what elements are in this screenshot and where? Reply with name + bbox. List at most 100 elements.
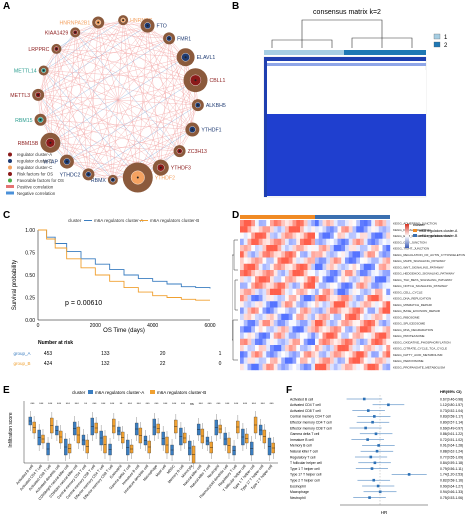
heatmap-cell [367, 245, 372, 252]
network-edge [56, 48, 89, 175]
heatmap-cell [258, 295, 263, 302]
heatmap-cell [363, 345, 368, 352]
network-edge [40, 119, 89, 175]
risk-value: 0 [219, 361, 222, 367]
forest-point [375, 449, 379, 453]
heatmap-cell [360, 257, 364, 264]
heatmap-cell [266, 232, 271, 239]
network-edge [43, 70, 161, 168]
network-edge [75, 32, 193, 130]
heatmap-cell [251, 257, 256, 264]
heatmap-cell [296, 263, 301, 271]
heatmap-cell [262, 282, 267, 289]
heatmap-cell [386, 238, 391, 246]
heatmap-cell [341, 295, 346, 302]
heatmap-cell [345, 288, 349, 296]
network-edge [56, 48, 68, 162]
heatmap-cell [277, 226, 282, 233]
heatmap-cell [247, 257, 252, 264]
heatmap-cell [345, 338, 349, 346]
forest-row-label: Type 1 T helper cell [290, 467, 320, 471]
heatmap-cell [371, 338, 376, 346]
heatmap-cell [345, 232, 349, 239]
heatmap-cell [243, 270, 248, 277]
box-significance: *** [39, 402, 44, 406]
network-node-dot [168, 37, 171, 40]
heatmap-row-label: KEGG_PEROXISOME [393, 359, 424, 363]
heatmap-cell [322, 257, 327, 264]
forest-row-label: Immature B cell [290, 438, 314, 442]
heatmap-cell [337, 332, 342, 339]
heatmap-cell [330, 338, 334, 346]
heatmap-cell [300, 282, 304, 289]
heatmap-cell [341, 332, 346, 339]
heatmap-cell [363, 313, 368, 321]
heatmap-cell [386, 226, 391, 233]
heatmap-cell [251, 307, 256, 314]
network-legend-swatch [8, 152, 12, 157]
heatmap-cell [386, 338, 391, 346]
heatmap-cell [270, 251, 274, 258]
heatmap-cell [371, 220, 376, 227]
heatmap-cell [307, 332, 312, 339]
forest-row-label: Activated CD4 T cell [290, 403, 321, 407]
heatmap-cell [367, 257, 372, 264]
heatmap-cell [285, 263, 289, 271]
heatmap-cell [330, 313, 334, 321]
heatmap-row-label: KEGG_HEDGEHOG_SIGNALING_PATHWAY [393, 272, 455, 276]
heatmap-cell [333, 320, 338, 327]
heatmap-cell [240, 351, 244, 358]
heatmap-cell [285, 232, 289, 239]
heatmap-cell [367, 326, 372, 333]
heatmap-cell [345, 301, 349, 308]
network-legend-swatch [6, 191, 14, 195]
forest-point [374, 432, 378, 436]
heatmap-cell [345, 332, 349, 339]
forest-point [371, 420, 374, 424]
heatmap-cell [341, 270, 346, 277]
heatmap-cell [285, 226, 289, 233]
heatmap-cell [356, 307, 361, 314]
km-legend-a: m6A regulators cluster-A [94, 218, 143, 223]
heatmap-cell [273, 226, 278, 233]
heatmap-cell [307, 257, 312, 264]
heatmap-cell [386, 282, 391, 289]
heatmap-cell [303, 245, 308, 252]
heatmap-cell [288, 238, 293, 246]
heatmap-cell [311, 332, 316, 339]
heatmap-cell [318, 282, 323, 289]
heatmap-cell [243, 326, 248, 333]
heatmap-cell [375, 220, 379, 227]
heatmap-cell [307, 288, 312, 296]
heatmap-cell [378, 345, 383, 352]
heatmap-cell [322, 226, 327, 233]
heatmap-cell [292, 220, 297, 227]
heatmap-cell [337, 363, 342, 371]
km-xticks: 0 2000 4000 6000 [37, 323, 216, 329]
heatmap-cell [262, 245, 267, 252]
heatmap-cell [292, 282, 297, 289]
heatmap-cell [378, 276, 383, 283]
heatmap-cell [277, 320, 282, 327]
heatmap-cell [262, 307, 267, 314]
network-legend-label: regulator cluster-B [17, 159, 52, 164]
heatmap-cell [303, 363, 308, 371]
network-node-label: YTHDF1 [201, 128, 221, 134]
panel-label-f: F [286, 385, 293, 396]
heatmap-cell [258, 313, 263, 321]
box-category-label: MDSC [166, 464, 176, 475]
heatmap-cell [315, 307, 319, 314]
box-significance: *** [163, 402, 168, 406]
heatmap-cell [303, 257, 308, 264]
heatmap-cell [281, 357, 286, 364]
heatmap-cell [311, 338, 316, 346]
heatmap-cell [255, 357, 259, 364]
network-edge [56, 48, 138, 178]
heatmap-cell [258, 345, 263, 352]
box-significance: *** [154, 402, 159, 406]
heatmap-cell [258, 226, 263, 233]
heatmap-cell [307, 282, 312, 289]
network-legend-label: Positive correlation [17, 185, 54, 190]
heatmap-cell [352, 245, 357, 252]
heatmap-row-label: KEGG_NOTCH_SIGNALING_PATHWAY [393, 284, 448, 288]
